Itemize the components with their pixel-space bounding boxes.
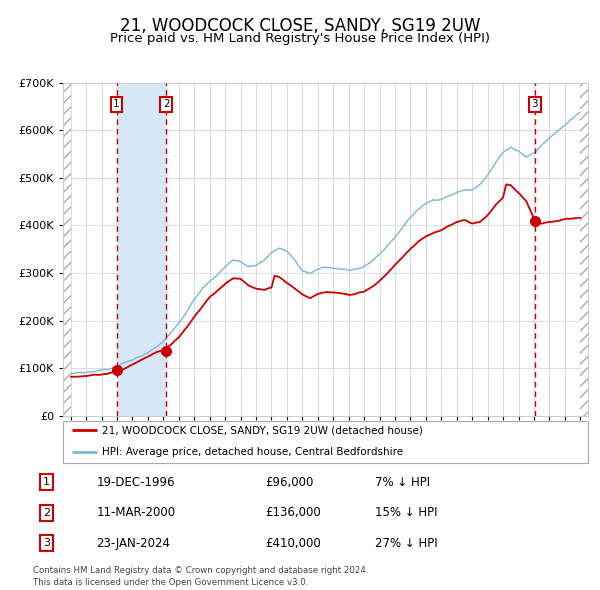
Text: 27% ↓ HPI: 27% ↓ HPI xyxy=(375,537,438,550)
Bar xyxy=(116,83,166,416)
Text: 19-DEC-1996: 19-DEC-1996 xyxy=(97,476,175,489)
Text: 21, WOODCOCK CLOSE, SANDY, SG19 2UW: 21, WOODCOCK CLOSE, SANDY, SG19 2UW xyxy=(120,17,480,35)
Text: 23-JAN-2024: 23-JAN-2024 xyxy=(97,537,170,550)
Text: 2: 2 xyxy=(163,99,170,109)
Text: 2: 2 xyxy=(43,508,50,517)
FancyBboxPatch shape xyxy=(63,421,588,463)
Text: £96,000: £96,000 xyxy=(265,476,313,489)
Text: Contains HM Land Registry data © Crown copyright and database right 2024.
This d: Contains HM Land Registry data © Crown c… xyxy=(33,566,368,587)
Text: £136,000: £136,000 xyxy=(265,506,320,519)
Text: 1: 1 xyxy=(113,99,120,109)
Text: HPI: Average price, detached house, Central Bedfordshire: HPI: Average price, detached house, Cent… xyxy=(103,447,404,457)
Text: 1: 1 xyxy=(43,477,50,487)
Bar xyxy=(580,83,588,416)
Text: 15% ↓ HPI: 15% ↓ HPI xyxy=(375,506,438,519)
Text: 3: 3 xyxy=(532,99,538,109)
Text: 3: 3 xyxy=(43,538,50,548)
Text: 11-MAR-2000: 11-MAR-2000 xyxy=(97,506,176,519)
Text: £410,000: £410,000 xyxy=(265,537,320,550)
Text: 7% ↓ HPI: 7% ↓ HPI xyxy=(375,476,430,489)
Text: Price paid vs. HM Land Registry's House Price Index (HPI): Price paid vs. HM Land Registry's House … xyxy=(110,32,490,45)
Bar xyxy=(63,83,71,416)
Text: 21, WOODCOCK CLOSE, SANDY, SG19 2UW (detached house): 21, WOODCOCK CLOSE, SANDY, SG19 2UW (det… xyxy=(103,425,423,435)
